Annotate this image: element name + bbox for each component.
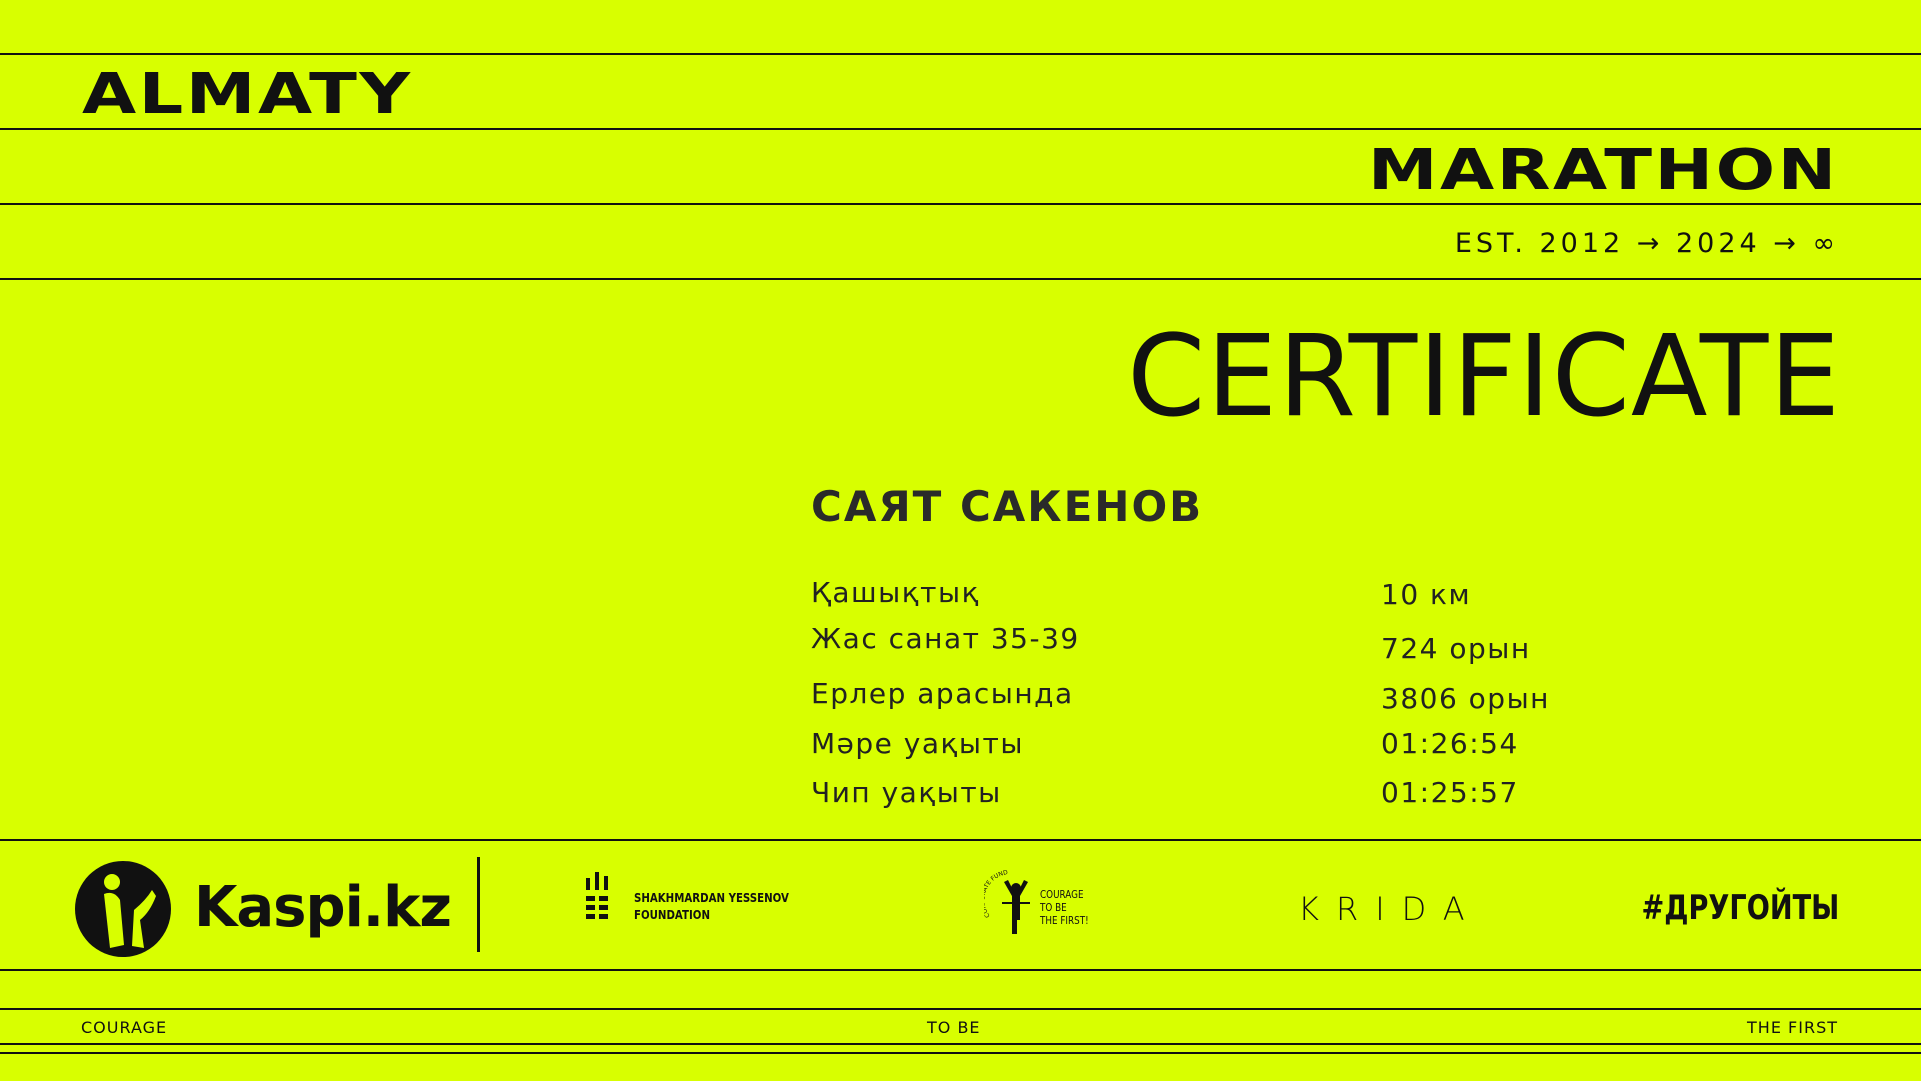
divider: [0, 1052, 1921, 1054]
row-value: 10 км: [1381, 578, 1472, 611]
footer-left: COURAGE: [81, 1018, 168, 1037]
divider: [0, 203, 1921, 205]
kaspi-wordmark: Kaspi.kz: [194, 875, 452, 940]
row-label: Мәре уақыты: [811, 727, 1024, 760]
row-value: 01:25:57: [1381, 776, 1519, 809]
divider: [0, 1008, 1921, 1010]
fund-line1: COURAGE: [1040, 888, 1084, 901]
hashtag-logo: #ДРУГОЙТЫ: [1641, 888, 1839, 928]
row-value: 01:26:54: [1381, 727, 1519, 760]
row-value: 3806 орын: [1381, 682, 1550, 715]
fund-line2: TO BE: [1040, 901, 1067, 914]
yessenov-line2: FOUNDATION: [634, 908, 710, 922]
footer-center: TO BE: [927, 1018, 981, 1037]
divider: [0, 53, 1921, 55]
yessenov-text: SHAKHMARDAN YESSENOV FOUNDATION: [634, 890, 789, 924]
fund-logo: CORPORATE FUND: [979, 868, 1038, 940]
krida-logo: KRIDA: [1298, 890, 1482, 928]
sponsor-separator: [477, 857, 480, 952]
footer-right: THE FIRST: [1747, 1018, 1838, 1037]
row-value: 724 орын: [1381, 632, 1531, 665]
yessenov-icon: [586, 872, 608, 919]
divider: [0, 128, 1921, 130]
divider: [0, 1043, 1921, 1045]
divider: [0, 278, 1921, 280]
divider: [0, 969, 1921, 971]
kaspi-logo: [74, 860, 172, 962]
svg-text:CORPORATE FUND: CORPORATE FUND: [984, 869, 1009, 919]
yessenov-line1: SHAKHMARDAN YESSENOV: [634, 891, 789, 905]
row-label: Ерлер арасында: [811, 677, 1074, 710]
fund-arc-text: CORPORATE FUND: [979, 869, 1008, 919]
fund-text: COURAGE TO BE THE FIRST!: [1040, 888, 1089, 927]
fund-line3: THE FIRST!: [1040, 914, 1089, 927]
row-label: Чип уақыты: [811, 776, 1002, 809]
title-marathon: MARATHON: [1368, 138, 1839, 203]
certificate-title: CERTIFICATE: [1127, 312, 1841, 442]
kaspi-icon: [75, 861, 171, 957]
row-label: Жас санат 35-39: [811, 622, 1080, 655]
runner-name: САЯТ САКЕНОВ: [811, 482, 1204, 531]
row-label: Қашықтық: [811, 576, 981, 609]
title-almaty: ALMATY: [82, 62, 413, 127]
established-line: EST. 2012 → 2024 → ∞: [1454, 228, 1839, 259]
divider: [0, 839, 1921, 841]
yessenov-logo: [586, 872, 610, 926]
runner-icon: CORPORATE FUND: [979, 869, 1030, 934]
